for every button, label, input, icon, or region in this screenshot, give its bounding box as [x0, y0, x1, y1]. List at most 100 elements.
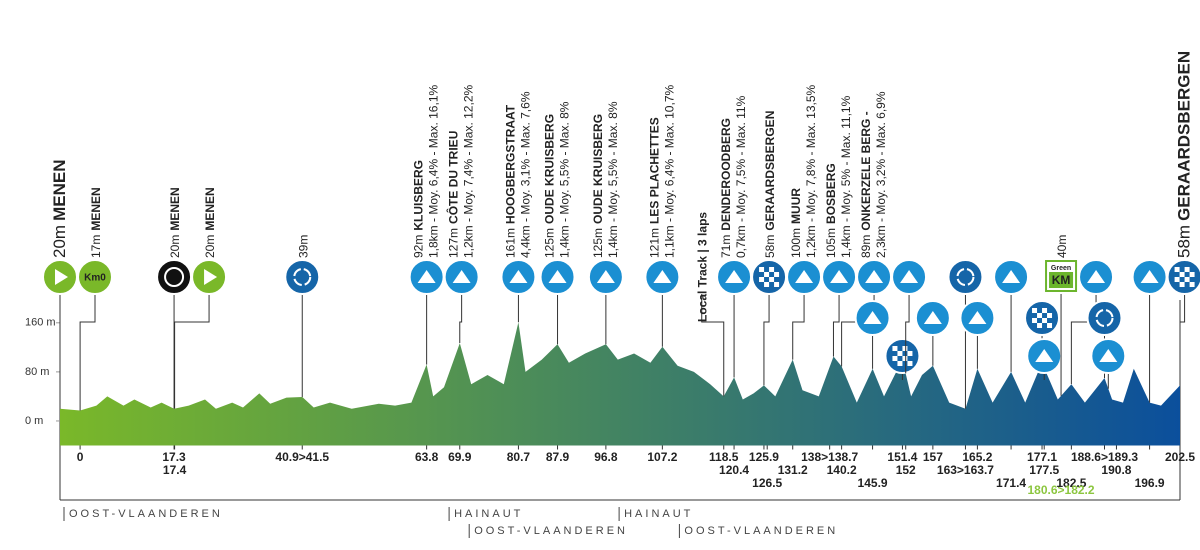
poi-detail: 1,4km - Moy. 5,5% - Max. 8% — [606, 101, 620, 258]
y-tick-label: 160 m — [25, 317, 56, 329]
icon-check — [907, 361, 913, 366]
icon-check — [769, 267, 775, 272]
poi-label: 40m — [1055, 235, 1069, 258]
icon-mountain — [1002, 270, 1021, 283]
poi-icon — [284, 259, 321, 295]
icon-check — [1189, 272, 1195, 277]
poi-detail: 2,3km - Moy. 3,2% - Max. 6,9% — [874, 91, 888, 258]
poi-icon — [891, 259, 928, 295]
poi-label: 92m KLUISBERG — [412, 160, 426, 258]
x-tick-label: 157 — [923, 450, 943, 464]
poi-name: OUDE KRUISBERG — [591, 114, 605, 224]
green-km-range: 180.6>182.2 — [1028, 483, 1095, 497]
poi-detail: 1,8km - Moy. 6,4% - Max. 16,1% — [427, 85, 441, 258]
icon-check — [897, 351, 903, 356]
icon-check — [1042, 318, 1048, 323]
poi-icon — [500, 259, 537, 295]
poi-icon: Km0 — [77, 259, 113, 295]
poi-altitude: 161m — [503, 228, 517, 258]
poi-name: DENDEROODBERG — [719, 118, 733, 231]
poi-label: Local Track | 3 laps — [696, 212, 710, 322]
poi-label: 20m MENEN — [50, 160, 69, 258]
y-tick-label: 80 m — [25, 366, 49, 378]
icon-check — [764, 282, 770, 287]
poi-name: KLUISBERG — [412, 160, 426, 231]
icon-mountain — [1140, 270, 1159, 283]
icon-text: Km0 — [84, 273, 106, 284]
poi-altitude: 105m — [824, 228, 838, 258]
region-label: OOST-VLAANDEREN — [69, 508, 223, 520]
connector — [459, 294, 463, 344]
icon-check — [1047, 313, 1053, 318]
poi-name: GERAARDSBERGEN — [1175, 51, 1194, 221]
poi-icon — [856, 259, 893, 295]
icon-mountain — [548, 270, 567, 283]
x-tick-label: 190.8 — [1101, 463, 1131, 477]
poi-altitude: 58m — [763, 235, 777, 258]
poi-icon — [1090, 338, 1127, 374]
icon-check — [892, 346, 898, 351]
connector — [905, 294, 910, 374]
poi-icon — [408, 259, 445, 295]
region-label: HAINAUT — [624, 508, 693, 520]
poi-name: MUUR — [789, 188, 803, 224]
poi-icon — [1086, 300, 1123, 336]
poi-altitude: 89m — [859, 235, 873, 258]
icon-mountain — [1087, 270, 1106, 283]
poi-icon — [959, 300, 996, 336]
poi-icon — [156, 259, 193, 295]
poi-icon — [1166, 259, 1200, 295]
poi-altitude: 92m — [412, 235, 426, 258]
icon-play — [55, 269, 68, 285]
icon-mountain — [452, 270, 471, 283]
poi-altitude: 39m — [296, 235, 310, 258]
x-tick-label: 125.9 — [749, 450, 779, 464]
poi-icon — [1024, 300, 1061, 336]
poi-name: ONKERZELE BERG - — [859, 111, 873, 230]
x-tick-label: 126.5 — [752, 476, 782, 490]
poi-icon — [716, 259, 753, 295]
connector — [832, 294, 840, 357]
poi-icon — [587, 259, 624, 295]
poi-icon — [1026, 338, 1063, 374]
connector — [763, 294, 770, 386]
icon-check — [774, 272, 780, 277]
poi-name: GERAARDSBERGEN — [763, 111, 777, 231]
icon-mountain — [417, 270, 436, 283]
icon-ring — [956, 268, 975, 286]
icon-mountain — [596, 270, 615, 283]
icon-mountain — [968, 311, 987, 324]
x-tick-label: 163>163.7 — [937, 463, 994, 477]
icon-mountain — [900, 270, 919, 283]
poi-altitude: 127m — [447, 228, 461, 258]
poi-icon — [993, 259, 1030, 295]
icon-check — [902, 356, 908, 361]
icon-mountain — [1035, 349, 1054, 362]
x-tick-label: 63.8 — [415, 450, 439, 464]
region-label: HAINAUT — [454, 508, 523, 520]
poi-icon — [191, 259, 228, 295]
x-tick-label: 152 — [896, 463, 916, 477]
poi-name: MENEN — [50, 160, 69, 221]
connector — [79, 294, 96, 411]
icon-circle — [156, 259, 193, 295]
poi-altitude: 20m — [203, 235, 217, 258]
icon-check — [892, 356, 898, 361]
poi-icon — [443, 259, 480, 295]
poi-icon — [914, 300, 951, 336]
icon-circle — [947, 259, 984, 295]
connector — [792, 294, 805, 360]
poi-label: 161m HOOGBERGSTRAAT — [503, 104, 517, 258]
icon-text: Green — [1051, 265, 1071, 272]
icon-mountain — [863, 311, 882, 324]
poi-icon — [884, 338, 921, 374]
icon-text: KM — [1052, 273, 1071, 287]
icon-mountain — [865, 270, 884, 283]
icon-mountain — [509, 270, 528, 283]
icon-check — [759, 277, 765, 282]
poi-label: 127m CÔTE DU TRIEU — [446, 131, 461, 258]
icon-check — [902, 346, 908, 351]
poi-detail: 1,4km - Moy. 5% - Max. 11,1% — [839, 95, 853, 258]
poi-icon — [42, 259, 78, 295]
